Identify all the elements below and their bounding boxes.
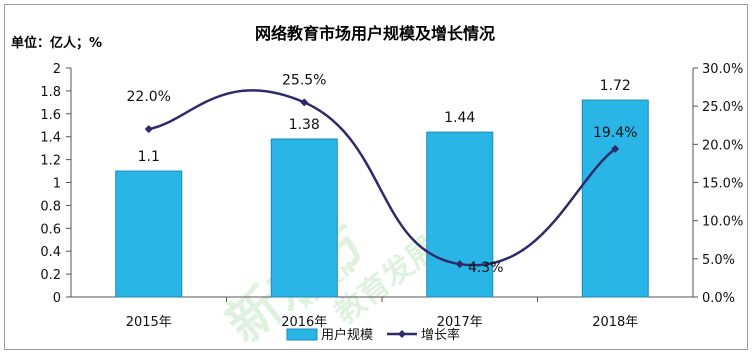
legend-bar-label: 用户规模 [321,327,373,343]
bar [426,131,494,298]
y-left-tick-label: 2 [53,62,61,77]
y-right-tick-label: 15.0% [702,177,743,192]
y-left-tick-label: 0.6 [40,222,61,237]
chart-canvas: 新东方XDF.CN教育发展中心 网络教育市场用户规模及增长情况 单位：亿人；% … [11,24,743,354]
legend-line-label: 增长率 [421,327,460,343]
line-marker [144,125,153,134]
data-labels: 1.1 1.38 1.44 1.72 22.0% 25.5% 4.3% 19.4% [127,72,638,276]
y-left-tick-label: 1 [53,177,61,192]
bar [581,99,649,298]
line-marker [611,144,620,153]
line-marker [300,98,309,107]
x-tick-label: 2017年 [437,315,483,330]
line-value-label: 25.5% [282,72,326,88]
y-right-tick-label: 5.0% [702,253,735,268]
y-left-tick-label: 1.2 [40,154,61,169]
y-left-tick-label: 1.6 [40,108,61,123]
bar [115,170,183,298]
line-value-label: 4.3% [468,260,504,276]
line-marker [455,260,464,269]
x-tick-label: 2016年 [281,315,327,330]
legend-bar-swatch [286,328,318,341]
y-left-tick-label: 0.4 [40,245,61,260]
bar [270,138,338,298]
y-left-tick-label: 0.2 [40,268,61,283]
y-right-tick-label: 20.0% [702,138,743,153]
y-left-tick-label: 0.8 [40,199,61,214]
growth-line [148,89,616,267]
bar-value-label: 1.38 [289,117,320,133]
legend: 用户规模 增长率 [286,327,460,343]
y-left-tick-label: 1.8 [40,85,61,100]
legend-line-marker [398,330,406,338]
y-right-tick-label: 30.0% [702,62,743,77]
x-tick-label: 2015年 [126,315,172,330]
y-left-tick-label: 0 [53,291,61,306]
unit-label: 单位：亿人；% [11,35,102,51]
axes: 00.20.40.60.811.21.41.61.820.0%5.0%10.0%… [40,62,743,330]
y-right-tick-label: 25.0% [702,100,743,115]
chart-frame: 新东方XDF.CN教育发展中心 网络教育市场用户规模及增长情况 单位：亿人；% … [4,4,748,354]
y-right-tick-label: 10.0% [702,215,743,230]
bar-value-label: 1.1 [138,149,160,165]
bar-series [115,99,649,298]
line-series [144,89,620,269]
line-value-label: 19.4% [593,125,637,141]
bar-value-label: 1.44 [444,110,475,126]
y-left-tick-label: 1.4 [40,131,61,146]
y-right-tick-label: 0.0% [702,291,735,306]
x-tick-label: 2018年 [592,315,638,330]
chart-title: 网络教育市场用户规模及增长情况 [255,24,495,43]
line-value-label: 22.0% [127,89,171,105]
bar-value-label: 1.72 [600,78,631,94]
